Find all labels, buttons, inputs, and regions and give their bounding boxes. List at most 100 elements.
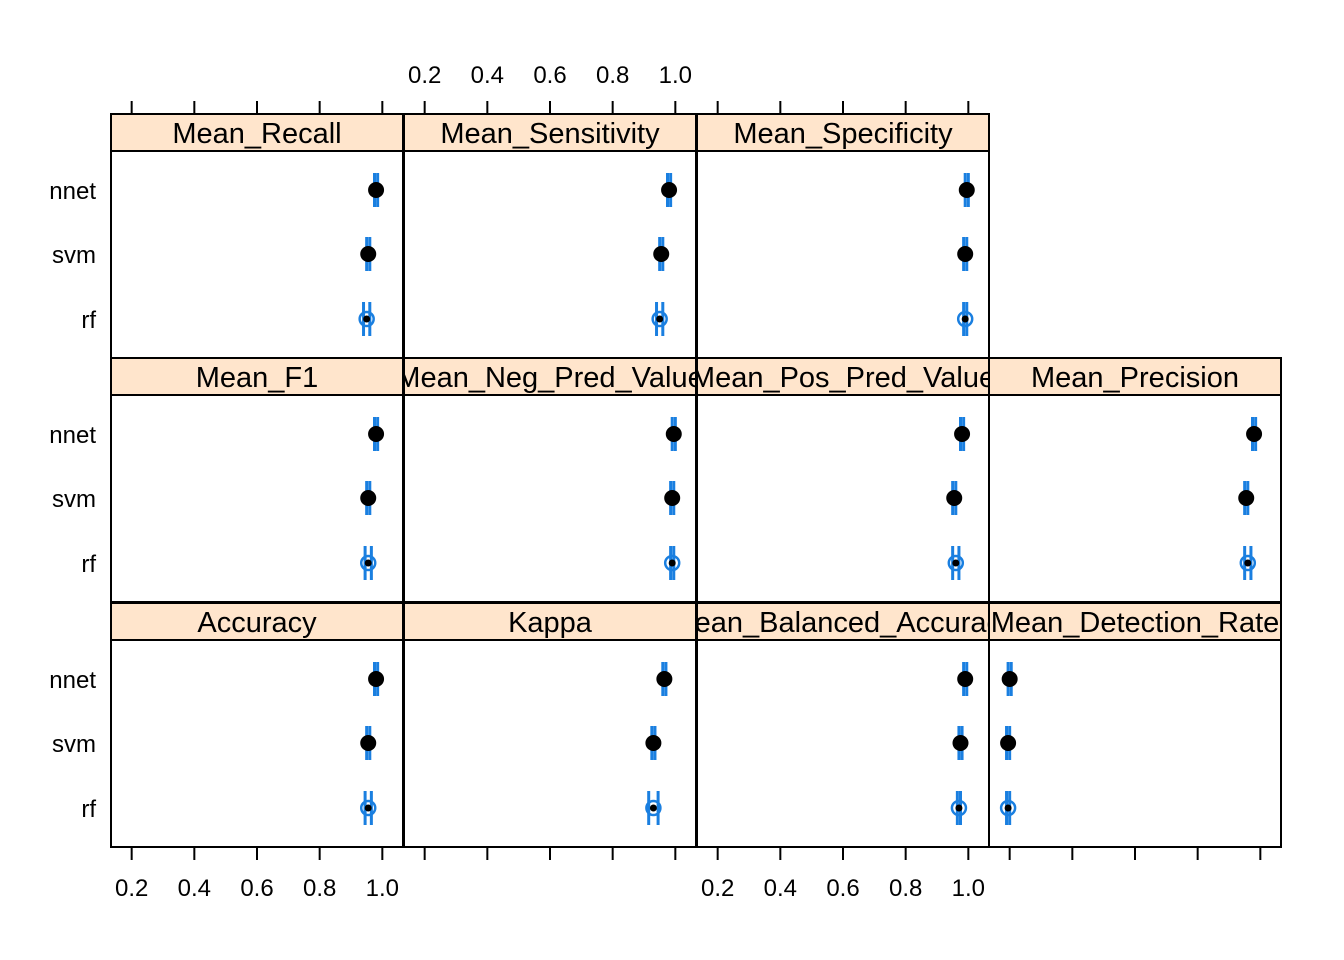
strip bbox=[988, 357, 1282, 396]
strip bbox=[403, 113, 697, 152]
top-tick-label: 0.8 bbox=[596, 62, 629, 89]
strip bbox=[110, 357, 404, 396]
point-nnet bbox=[656, 662, 673, 696]
panel-border bbox=[110, 150, 404, 359]
point-marker bbox=[1000, 735, 1017, 751]
row-labels: rf svm nnet rf svm nnet rf svm nnet bbox=[49, 178, 96, 823]
point-marker bbox=[661, 182, 678, 198]
point-svm bbox=[360, 726, 377, 760]
point-dot bbox=[649, 804, 657, 812]
strip bbox=[110, 602, 404, 641]
point-marker bbox=[957, 246, 974, 262]
point-svm bbox=[1238, 481, 1255, 515]
strip-label: Mean_F1 bbox=[196, 362, 319, 394]
row-label-nnet: nnet bbox=[49, 178, 96, 205]
point-ring bbox=[359, 799, 377, 817]
point-marker bbox=[664, 490, 681, 506]
panel-mean-f1: Mean_F1 bbox=[110, 357, 404, 603]
top-tick-label: 1.0 bbox=[659, 62, 692, 89]
strip bbox=[696, 602, 990, 641]
strip bbox=[403, 602, 697, 641]
point-dot bbox=[961, 315, 969, 323]
point-svm bbox=[957, 237, 974, 271]
bottom-tick-label: 0.2 bbox=[701, 875, 734, 902]
row-label-svm: svm bbox=[52, 242, 96, 269]
point-dot bbox=[1244, 559, 1252, 567]
panel-mean-sensitivity: Mean_Sensitivity bbox=[403, 113, 697, 359]
point-marker bbox=[360, 246, 377, 262]
row-label-rf: rf bbox=[81, 551, 96, 578]
bottom-tick-label: 0.8 bbox=[303, 875, 336, 902]
strip-label: Mean_Detection_Rate bbox=[991, 607, 1280, 639]
panel-mean-precision: Mean_Precision bbox=[988, 357, 1282, 603]
strip-label: Mean_Precision bbox=[1031, 362, 1239, 394]
strip-label: Mean_Sensitivity bbox=[440, 118, 660, 150]
point-dot bbox=[668, 559, 676, 567]
point-marker bbox=[1001, 671, 1018, 687]
point-svm bbox=[360, 237, 377, 271]
point-rf bbox=[956, 302, 974, 336]
point-marker bbox=[665, 426, 682, 442]
point-dot bbox=[656, 315, 664, 323]
strip-label: Mean_Pos_Pred_Value bbox=[691, 362, 995, 394]
point-marker bbox=[368, 671, 385, 687]
panel-mean-specificity: Mean_Specificity bbox=[696, 113, 990, 359]
point-marker bbox=[958, 182, 975, 198]
panel-border bbox=[110, 394, 404, 603]
panel-mean-recall: Mean_Recall bbox=[110, 113, 404, 359]
point-ring bbox=[950, 799, 968, 817]
point-marker bbox=[653, 246, 670, 262]
point-nnet bbox=[1246, 417, 1263, 451]
point-ring bbox=[1239, 554, 1257, 572]
point-ring bbox=[999, 799, 1017, 817]
row-label-svm: svm bbox=[52, 731, 96, 758]
point-ring bbox=[359, 554, 377, 572]
point-svm bbox=[653, 237, 670, 271]
panel-mean-pos-pred-value: Mean_Pos_Pred_Value bbox=[691, 357, 995, 603]
point-dot bbox=[363, 315, 371, 323]
panel-border bbox=[403, 394, 697, 603]
panel-mean-balanced-accuracy: Mean_Balanced_Accuracy bbox=[671, 602, 1016, 848]
point-svm bbox=[360, 481, 377, 515]
point-rf bbox=[359, 546, 377, 580]
panel-border bbox=[988, 394, 1282, 603]
point-ring bbox=[358, 310, 375, 328]
point-rf bbox=[947, 546, 965, 580]
strip-label: Mean_Specificity bbox=[733, 118, 953, 150]
top-tick-label: 0.4 bbox=[471, 62, 504, 89]
point-rf bbox=[651, 302, 668, 336]
top-tick-label: 0.6 bbox=[533, 62, 566, 89]
bottom-tick-label: 1.0 bbox=[366, 875, 399, 902]
strip bbox=[403, 357, 697, 396]
panel-kappa: Kappa bbox=[403, 602, 697, 848]
row-label-rf: rf bbox=[81, 307, 96, 334]
point-rf bbox=[999, 791, 1017, 825]
panel-border bbox=[696, 639, 990, 848]
point-ring bbox=[651, 310, 668, 328]
point-ring bbox=[645, 799, 662, 817]
strip bbox=[696, 113, 990, 152]
axes: 0.2 0.4 0.6 0.8 1.0 0.2 0.4 0.6 0.8 1.0 0.2 0.4 0.6 0… bbox=[115, 62, 1262, 902]
point-dot bbox=[1004, 804, 1012, 812]
point-svm bbox=[952, 726, 969, 760]
strip bbox=[988, 602, 1282, 641]
point-marker bbox=[645, 735, 662, 751]
point-nnet bbox=[958, 173, 975, 207]
bottom-tick-label: 0.8 bbox=[889, 875, 922, 902]
point-marker bbox=[946, 490, 963, 506]
point-marker bbox=[360, 735, 377, 751]
point-nnet bbox=[368, 417, 385, 451]
point-svm bbox=[1000, 726, 1017, 760]
point-dot bbox=[364, 804, 372, 812]
point-dot bbox=[364, 559, 372, 567]
panel-accuracy: Accuracy bbox=[110, 602, 404, 848]
panel-border bbox=[403, 150, 697, 359]
point-marker bbox=[957, 671, 974, 687]
point-marker bbox=[368, 182, 385, 198]
point-marker bbox=[656, 671, 673, 687]
point-nnet bbox=[661, 173, 678, 207]
strip-label: Mean_Balanced_Accuracy bbox=[671, 607, 1016, 639]
point-dot bbox=[952, 559, 960, 567]
point-nnet bbox=[957, 662, 974, 696]
point-nnet bbox=[954, 417, 971, 451]
